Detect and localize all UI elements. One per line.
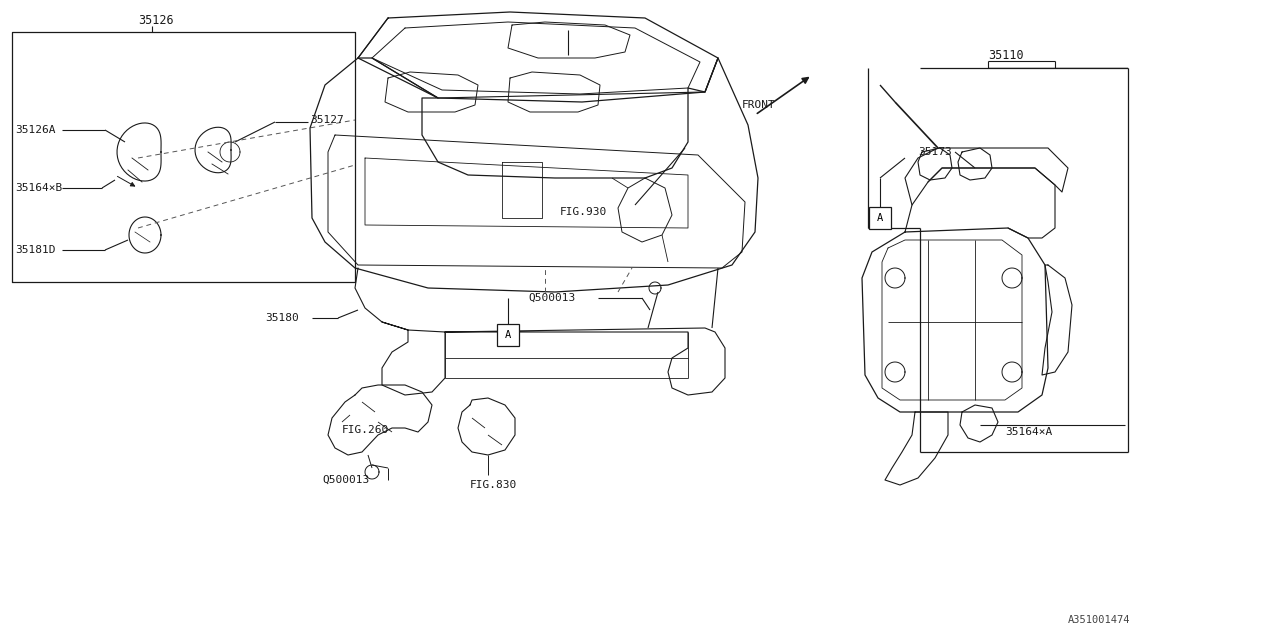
FancyBboxPatch shape: [869, 207, 891, 229]
Text: 35127: 35127: [310, 115, 344, 125]
Text: A: A: [504, 330, 511, 340]
Text: 35126: 35126: [138, 13, 174, 26]
Text: FIG.830: FIG.830: [470, 480, 517, 490]
Text: FRONT: FRONT: [742, 100, 776, 110]
Text: FIG.260: FIG.260: [342, 425, 389, 435]
Text: 35180: 35180: [265, 313, 298, 323]
Text: 35164×B: 35164×B: [15, 183, 63, 193]
Text: 35181D: 35181D: [15, 245, 55, 255]
Text: A351001474: A351001474: [1068, 615, 1130, 625]
Text: Q500013: Q500013: [323, 475, 369, 485]
Text: 35164×A: 35164×A: [1005, 427, 1052, 437]
Text: 35110: 35110: [988, 49, 1024, 61]
Text: 35173: 35173: [918, 147, 952, 157]
Text: 35126A: 35126A: [15, 125, 55, 135]
Text: FIG.930: FIG.930: [561, 207, 607, 217]
Text: Q500013: Q500013: [529, 293, 575, 303]
Text: A: A: [877, 213, 883, 223]
FancyBboxPatch shape: [497, 324, 518, 346]
